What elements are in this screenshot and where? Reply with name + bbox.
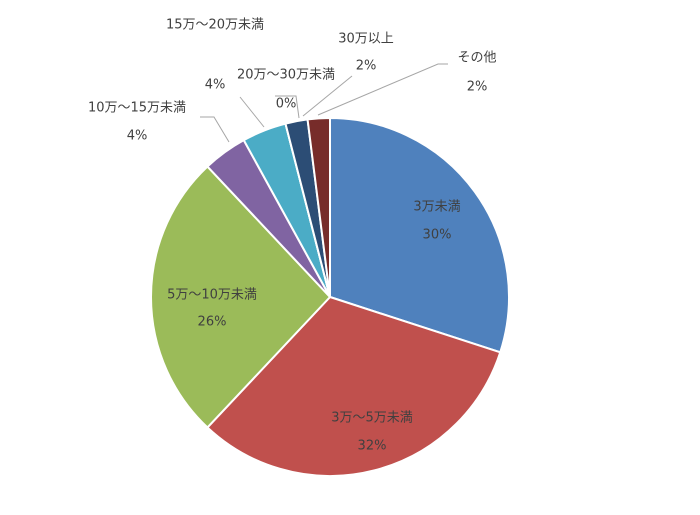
value-label: 4% xyxy=(127,129,148,144)
pie-slice xyxy=(329,116,510,354)
category-label: 15万～20万未満 xyxy=(166,18,264,33)
leader-lines xyxy=(200,63,448,143)
leader-line xyxy=(239,96,265,128)
category-label: 5万～10万未満 xyxy=(167,288,257,303)
value-label: 0% xyxy=(276,97,297,112)
category-label: 10万～15万未満 xyxy=(88,101,186,116)
category-label: その他 xyxy=(457,51,496,66)
value-label: 2% xyxy=(467,80,488,95)
category-label: 3万未満 xyxy=(413,200,460,215)
leader-line xyxy=(302,75,353,117)
leader-line xyxy=(317,63,448,116)
leader-line xyxy=(200,116,230,143)
pie xyxy=(150,116,510,477)
pie-slice xyxy=(306,116,331,298)
pie-slice xyxy=(150,165,332,429)
value-label: 30% xyxy=(423,228,452,243)
value-label: 32% xyxy=(358,439,387,454)
labels: 3万未満 30% 3万～5万未満 32% 5万～10万未満 26% 10万～15万未満 4% 1… xyxy=(88,18,497,454)
category-label: 3万～5万未満 xyxy=(331,411,413,426)
category-label: 20万～30万未満 xyxy=(237,68,335,83)
value-label: 26% xyxy=(198,315,227,330)
pie-slice xyxy=(206,295,502,477)
leader-line xyxy=(275,95,300,119)
value-label: 2% xyxy=(356,59,377,74)
value-label: 4% xyxy=(205,78,226,93)
category-label: 30万以上 xyxy=(338,32,394,47)
